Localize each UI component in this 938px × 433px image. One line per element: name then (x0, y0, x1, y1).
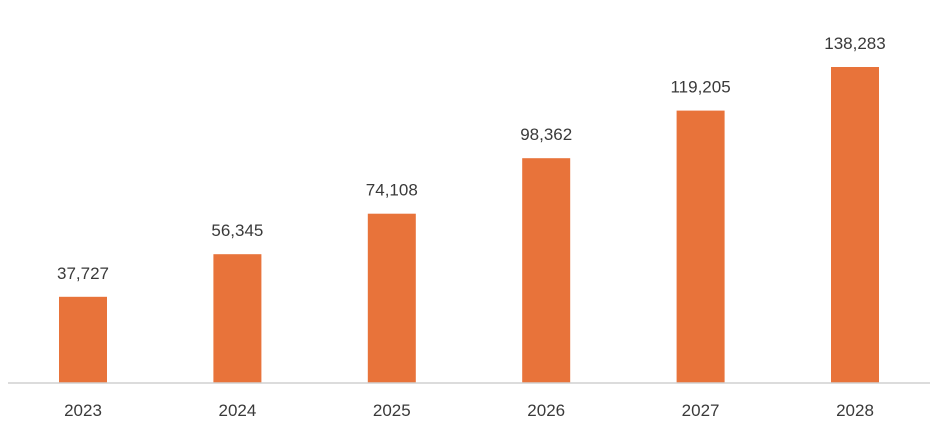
x-tick-label-2024: 2024 (218, 401, 256, 420)
x-tick-label-2025: 2025 (373, 401, 411, 420)
x-tick-label-2027: 2027 (682, 401, 720, 420)
data-label-2025: 74,108 (366, 181, 418, 200)
x-tick-label-2023: 2023 (64, 401, 102, 420)
bar-2028 (831, 67, 879, 383)
data-label-2028: 138,283 (824, 34, 885, 53)
x-tick-label-2028: 2028 (836, 401, 874, 420)
bar-2024 (213, 254, 262, 383)
data-label-2026: 98,362 (520, 125, 572, 144)
data-label-2027: 119,205 (670, 78, 730, 97)
bar-2026 (522, 158, 571, 383)
x-tick-labels-layer: 2023 2024 2025 2026 2027 2028 (64, 401, 874, 420)
x-tick-label-2026: 2026 (527, 401, 565, 420)
bar-2027 (676, 110, 725, 383)
value-labels-layer: 37,727 56,345 74,108 98,362 119,205 138,283 (57, 34, 886, 283)
bar-2025 (367, 213, 416, 383)
bars-layer (59, 67, 879, 383)
data-label-2024: 56,345 (211, 221, 263, 240)
bar-2023 (59, 296, 107, 383)
data-label-2023: 37,727 (57, 264, 109, 283)
